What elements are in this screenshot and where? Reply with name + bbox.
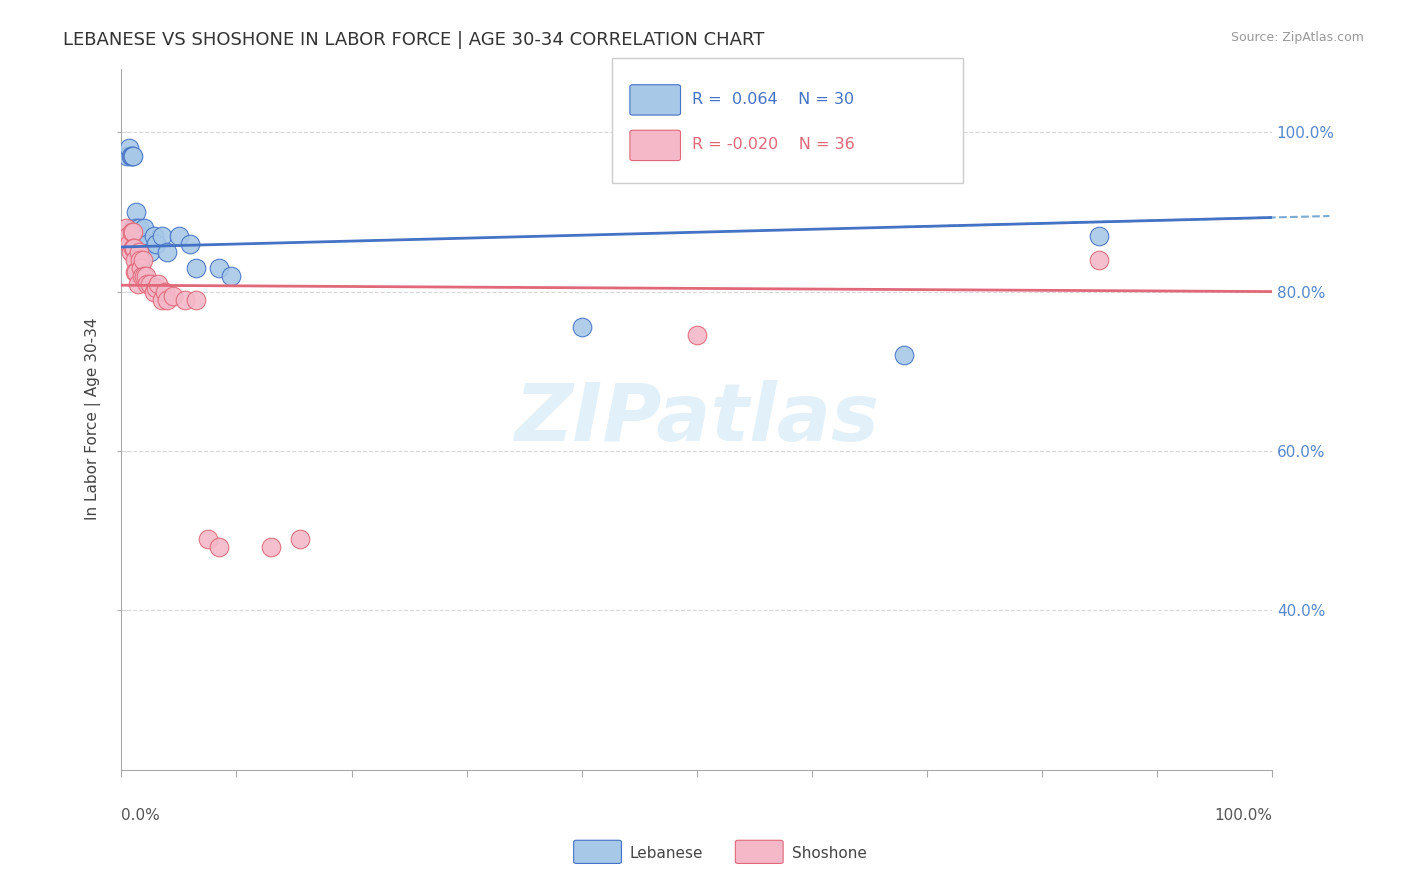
Point xyxy=(893,348,915,362)
Point xyxy=(120,244,142,259)
Point xyxy=(156,293,179,307)
Point xyxy=(150,293,173,307)
Point xyxy=(117,228,139,243)
Text: ZIPatlas: ZIPatlas xyxy=(515,380,879,458)
Point xyxy=(122,220,145,235)
Point xyxy=(131,268,153,283)
Point xyxy=(128,252,150,267)
Point xyxy=(121,149,143,163)
Point xyxy=(145,236,167,251)
Point xyxy=(129,260,152,275)
Point xyxy=(135,236,157,251)
Text: Source: ZipAtlas.com: Source: ZipAtlas.com xyxy=(1230,31,1364,45)
Point xyxy=(128,244,150,259)
Point xyxy=(122,220,145,235)
Text: 100.0%: 100.0% xyxy=(1213,808,1272,823)
Point xyxy=(1088,252,1111,267)
Point xyxy=(260,540,283,554)
Point xyxy=(120,149,142,163)
Point xyxy=(134,268,156,283)
Point xyxy=(208,540,231,554)
Point xyxy=(186,293,208,307)
Point xyxy=(167,228,190,243)
Point xyxy=(148,277,170,291)
Point xyxy=(131,236,153,251)
Point xyxy=(150,228,173,243)
Point xyxy=(124,252,146,267)
Point xyxy=(118,236,141,251)
Text: LEBANESE VS SHOSHONE IN LABOR FORCE | AGE 30-34 CORRELATION CHART: LEBANESE VS SHOSHONE IN LABOR FORCE | AG… xyxy=(63,31,765,49)
Point xyxy=(139,277,162,291)
Point xyxy=(179,236,201,251)
Point xyxy=(1088,228,1111,243)
Point xyxy=(208,260,231,275)
Text: R =  0.064    N = 30: R = 0.064 N = 30 xyxy=(692,92,853,106)
Text: Lebanese: Lebanese xyxy=(630,847,703,861)
Point xyxy=(125,205,148,219)
Point xyxy=(571,320,593,334)
Point xyxy=(124,228,146,243)
Point xyxy=(127,277,149,291)
Point xyxy=(128,220,150,235)
Point xyxy=(132,252,155,267)
Text: R = -0.020    N = 36: R = -0.020 N = 36 xyxy=(692,137,855,152)
Point xyxy=(128,228,150,243)
Point xyxy=(162,288,184,302)
Point xyxy=(197,532,219,546)
Point xyxy=(124,265,146,279)
Point xyxy=(118,141,141,155)
Point xyxy=(115,149,138,163)
Point xyxy=(122,225,145,239)
Point xyxy=(127,228,149,243)
Point xyxy=(115,220,138,235)
Point xyxy=(122,241,145,255)
Point xyxy=(685,328,707,343)
Point xyxy=(139,244,162,259)
Point xyxy=(125,220,148,235)
Point xyxy=(186,260,208,275)
Point xyxy=(121,225,143,239)
Point xyxy=(145,280,167,294)
Point xyxy=(125,265,148,279)
Point xyxy=(142,228,165,243)
Point xyxy=(135,277,157,291)
Point xyxy=(173,293,195,307)
Point xyxy=(122,149,145,163)
Point xyxy=(288,532,311,546)
Point xyxy=(135,268,157,283)
Point xyxy=(153,285,176,299)
Text: Shoshone: Shoshone xyxy=(792,847,866,861)
Point xyxy=(156,244,179,259)
Point xyxy=(129,236,152,251)
Point xyxy=(134,220,156,235)
Text: 0.0%: 0.0% xyxy=(121,808,160,823)
Point xyxy=(142,285,165,299)
Point xyxy=(219,268,242,283)
Point xyxy=(122,241,145,255)
Y-axis label: In Labor Force | Age 30-34: In Labor Force | Age 30-34 xyxy=(86,318,101,520)
